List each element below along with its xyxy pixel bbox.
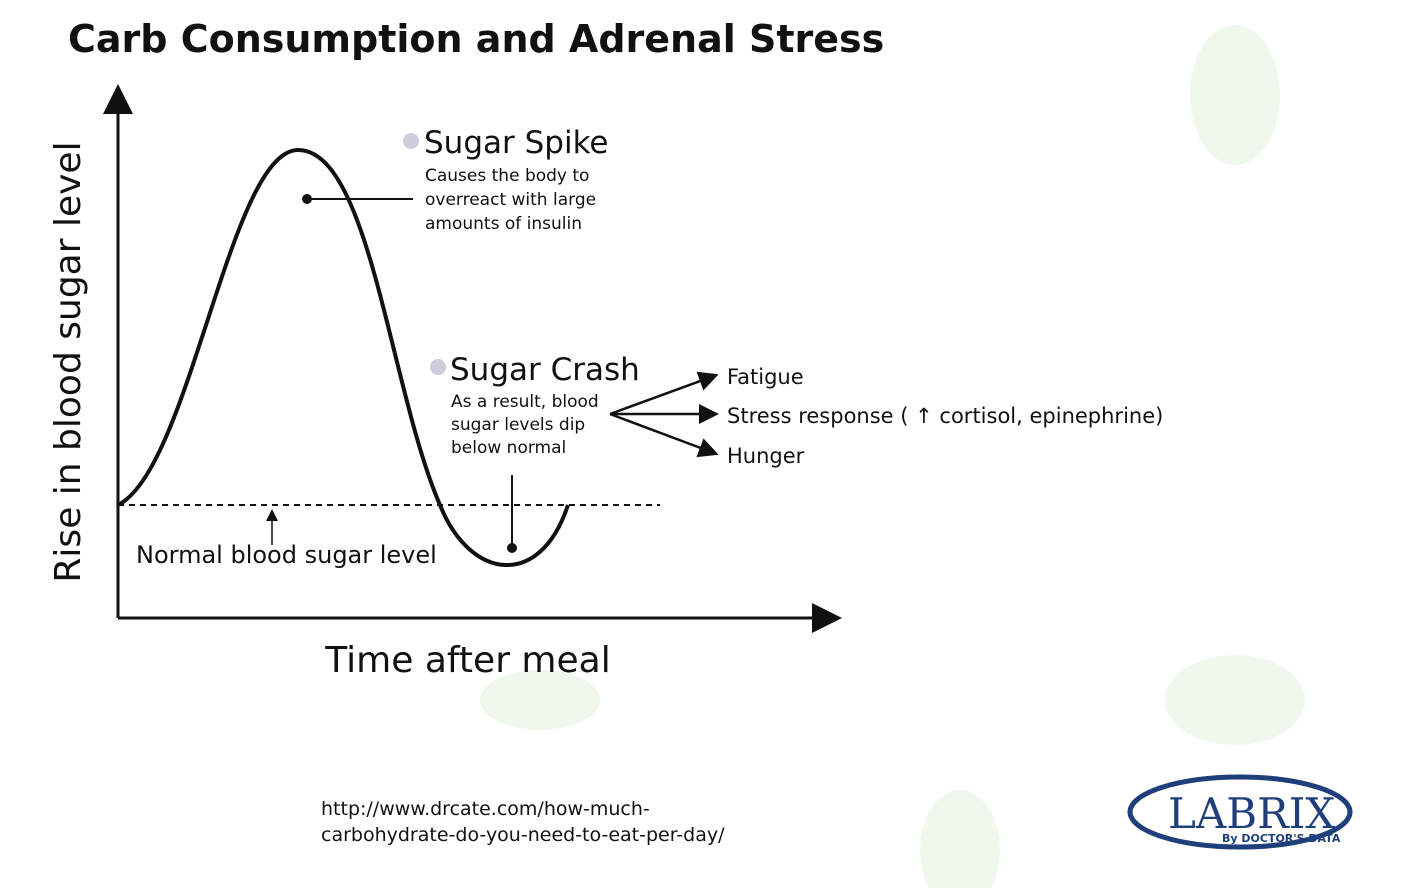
- crash-text: As a result, blood: [451, 392, 599, 412]
- bullet: [403, 133, 419, 149]
- crash-text: sugar levels dip: [451, 415, 585, 435]
- logo-name: LABRIX: [1168, 789, 1335, 838]
- effect-arrows: [609, 371, 719, 458]
- bullet: [430, 359, 446, 375]
- spike-title: Sugar Spike: [424, 125, 609, 161]
- spike-text: overreact with large: [425, 190, 596, 210]
- effect: Hunger: [727, 444, 805, 468]
- y-axis-label: Rise in blood sugar level: [48, 141, 89, 582]
- title: Carb Consumption and Adrenal Stress: [68, 17, 884, 61]
- source: carbohydrate-do-you-need-to-eat-per-day/: [321, 824, 725, 846]
- x-axis-label: Time after meal: [324, 640, 610, 681]
- crash-title: Sugar Crash: [450, 352, 640, 388]
- glucose-curve: [117, 147, 570, 567]
- baseline-label: Normal blood sugar level: [136, 541, 437, 569]
- spike-text: amounts of insulin: [425, 214, 582, 234]
- logo-tagline: By DOCTOR'S DATA: [1222, 832, 1341, 845]
- background-leaves: [480, 25, 1305, 888]
- spike-text: Causes the body to: [425, 166, 589, 186]
- source: http://www.drcate.com/how-much-: [321, 798, 650, 820]
- effect: Fatigue: [727, 365, 804, 389]
- effect: Stress response ( ↑ cortisol, epinephrin…: [727, 404, 1163, 428]
- crash-text: below normal: [451, 438, 566, 458]
- logo: LABRIX By DOCTOR'S DATA: [1127, 774, 1353, 850]
